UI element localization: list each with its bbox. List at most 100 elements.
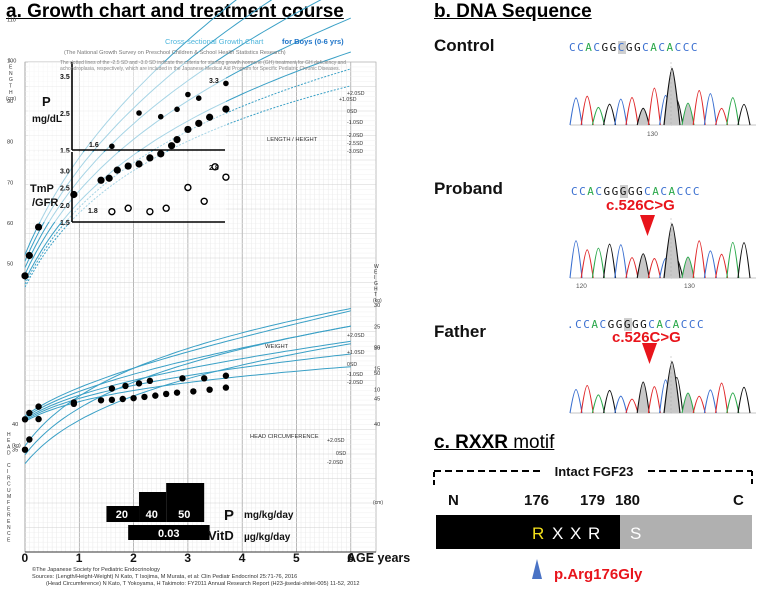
- hc-sd-label: -2.0SD: [327, 460, 343, 466]
- hc-tick-label: 55: [374, 346, 380, 352]
- weight-axis-letter: W: [374, 264, 379, 270]
- inset-tmp-point: [124, 204, 132, 212]
- chromatogram-peak: [726, 392, 740, 414]
- sequence-base: C: [595, 185, 604, 198]
- panel-b-title: b. DNA Sequence: [434, 1, 592, 22]
- sequence-base: C: [575, 318, 584, 331]
- chromatogram-peak: [603, 103, 617, 126]
- inset-p-point: [185, 91, 191, 98]
- chromatogram-peak: [625, 398, 639, 414]
- x-tick-label: 1: [76, 551, 83, 565]
- hc-label: HEAD CIRCUMFERENCE: [250, 434, 319, 440]
- length-sd-label: -2.5SD: [347, 141, 363, 147]
- x-tick-label: 3: [184, 551, 191, 565]
- hc-point: [135, 380, 143, 387]
- sequence-base: A: [591, 318, 600, 331]
- chromatogram-peak: [625, 257, 639, 279]
- sequence-base: C: [688, 318, 697, 331]
- chromatogram-traces: [569, 62, 756, 414]
- x-tick-label: 2: [130, 551, 137, 565]
- length-point: [25, 251, 33, 260]
- sequence-base: A: [585, 41, 594, 54]
- hc-point: [108, 385, 116, 392]
- length-axis-letter: L: [9, 58, 12, 64]
- length-axis-letter: E: [9, 64, 13, 70]
- sequence-base: C: [644, 185, 653, 198]
- hc-sd-curve: [24, 325, 351, 456]
- weight-point: [97, 397, 105, 404]
- length-axis-letter: T: [9, 84, 12, 90]
- inset-tmp-point: [162, 204, 170, 212]
- source-line-3: (Head Circumference) N Kato, T Yokoyama,…: [46, 581, 360, 587]
- x-tick-label: 5: [293, 551, 300, 565]
- sequence-base: C: [674, 41, 683, 54]
- chromatogram-peak: [681, 256, 695, 279]
- weight-tick-label: 20: [374, 345, 380, 351]
- chromatogram-peak: [591, 394, 605, 414]
- hc-axis-letter: N: [7, 525, 11, 531]
- inset-tmp-tick: 1.5: [60, 220, 70, 227]
- length-tick-label: 80: [7, 140, 13, 146]
- proband-mutation-label: c.526C>G: [606, 197, 675, 214]
- chromatogram-peak: [737, 242, 751, 279]
- hc-point: [21, 446, 29, 453]
- hc-axis-letter: U: [7, 488, 11, 494]
- hc-sd-curve: [24, 343, 351, 465]
- sequence-base: C: [593, 41, 602, 54]
- chromatogram-peak: [603, 243, 617, 279]
- weight-sd-label: +2.0SD: [347, 333, 365, 339]
- length-point: [173, 136, 181, 144]
- father-arrow-icon: [642, 343, 657, 364]
- hc-point: [122, 382, 129, 390]
- chart-title-2: for Boys (0-6 yrs): [282, 37, 344, 46]
- chromatogram-peak: [703, 250, 717, 279]
- inset-tmp-last-value: 2.8: [209, 165, 219, 172]
- hc-sd-curve: [24, 308, 351, 447]
- length-point: [34, 223, 43, 231]
- chromatogram-peak: [569, 388, 583, 414]
- left-hc-tick-label: 40: [12, 422, 18, 428]
- father-mutation-label: c.526C>G: [612, 329, 681, 346]
- inset-p-first-value: 1.6: [89, 142, 99, 149]
- motif-x1: X: [552, 524, 563, 543]
- sequence-base: C: [676, 185, 685, 198]
- hc-axis-letter: C: [7, 482, 11, 488]
- hc-unit: (cm): [373, 500, 383, 506]
- bracket-label: Intact FGF23: [555, 464, 634, 479]
- chromatogram-peak: [692, 240, 706, 279]
- motif-r176: R: [532, 524, 544, 543]
- hc-sd-label: +2.0SD: [327, 438, 345, 444]
- hc-point: [35, 415, 42, 423]
- sequence-base: C: [617, 41, 626, 54]
- weight-tick-label: 25: [374, 324, 380, 330]
- x-tick-label: 6: [347, 551, 354, 565]
- sequence-base: C: [692, 185, 701, 198]
- sequence-base: A: [668, 185, 677, 198]
- length-point: [222, 105, 230, 113]
- chromatogram-peak: [726, 97, 740, 126]
- panel-c-title: c. RXXR motif: [434, 432, 554, 454]
- fgf23-n-region: [436, 515, 620, 549]
- length-axis-letter: N: [9, 71, 13, 77]
- control-label: Control: [434, 36, 495, 55]
- weight-sd-label: -2.0SD: [347, 380, 363, 386]
- chromatogram-peak: [703, 93, 717, 126]
- length-point: [206, 113, 214, 121]
- inset-p-point: [136, 110, 142, 116]
- sequence-base: G: [634, 41, 643, 54]
- hc-axis-letter: C: [7, 531, 11, 537]
- sequence-base: .: [567, 318, 576, 331]
- chromatogram-peak: [636, 107, 650, 126]
- chromatogram-peak: [647, 258, 661, 279]
- chromatogram-tall-peak: [663, 361, 681, 414]
- inset-p-bg: [28, 62, 226, 150]
- sequence-base: C: [642, 41, 651, 54]
- chromatogram-peak: [591, 247, 605, 279]
- length-point: [195, 119, 203, 127]
- length-tick-label: 90: [7, 99, 13, 105]
- inset-p-point: [195, 95, 202, 101]
- sequence-base: A: [666, 41, 675, 54]
- weight-point: [108, 396, 116, 404]
- length-label: LENGTH / HEIGHT: [267, 137, 318, 143]
- length-sd-label: 0SD: [347, 109, 357, 115]
